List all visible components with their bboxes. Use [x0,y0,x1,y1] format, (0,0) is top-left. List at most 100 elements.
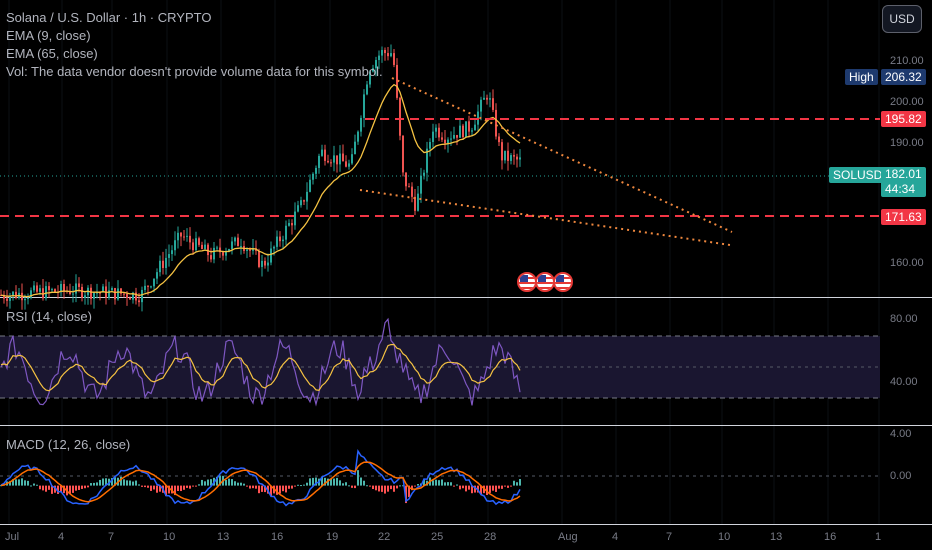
candle-body [360,117,362,132]
macd-hist-bar [111,478,113,486]
macd-hist-bar [291,485,293,489]
candle-body [78,283,80,287]
macd-hist-bar [33,483,35,486]
candle-body [228,249,230,252]
rsi-legend[interactable]: RSI (14, close) [6,309,92,324]
candle-body [69,291,71,295]
macd-hist-bar [471,485,473,494]
candle-body [156,272,158,279]
upper-trendline [391,77,733,233]
macd-hist-bar [144,485,146,488]
candle-body [144,285,146,290]
time-tick: 4 [58,531,65,543]
candle-body [81,286,83,298]
us-flag-icon[interactable] [535,272,555,292]
macd-hist-bar [129,480,131,486]
candle-body [330,162,332,164]
candle-body [438,127,440,138]
candle-body [453,135,455,139]
price-tick: 210.00 [890,55,924,67]
candle-body [120,288,122,294]
candle-body [303,200,305,202]
macd-hist-bar [297,484,299,486]
macd-hist-bar [159,485,161,492]
candle-body [468,121,470,132]
macd-hist-bar [324,477,326,486]
rsi-tick: 40.00 [890,376,918,388]
us-flag-icon[interactable] [553,272,573,292]
macd-hist-bar [363,480,365,486]
ema-fast-legend[interactable]: EMA (9, close) [6,28,91,43]
candle-body [345,161,347,167]
candle-body [141,289,143,303]
macd-hist-bar [42,485,44,491]
candle-body [186,235,188,237]
macd-hist-bar [63,485,65,494]
candle-body [366,84,368,95]
time-tick: 7 [108,531,115,543]
candle-body [51,289,53,291]
time-tick: 10 [718,531,731,543]
candle-body [399,97,401,136]
macd-hist-bar [9,481,11,486]
candle-body [183,236,185,238]
macd-hist-bar [282,485,284,492]
candle-body [63,284,65,291]
time-tick: 4 [612,531,619,543]
macd-hist-bar [240,482,242,486]
symbol-title[interactable]: Solana / U.S. Dollar · 1h · CRYPTO [6,10,212,25]
candle-body [333,155,335,163]
macd-hist-bar [150,485,152,491]
macd-hist-bar [195,485,197,487]
candle-body [42,288,44,299]
macd-hist-bar [204,481,206,486]
us-flag-icon[interactable] [517,272,537,292]
macd-hist-bar [24,480,26,486]
countdown-value: 44:34 [885,182,916,196]
candle-body [252,248,254,251]
time-tick: Jul [5,531,20,543]
macd-hist-bar [294,485,296,487]
candle-body [462,125,464,138]
macd-hist-bar [252,485,254,489]
candle-body [396,64,398,98]
candle-body [369,71,371,85]
candle-body [204,244,206,250]
macd-legend[interactable]: MACD (12, 26, close) [6,437,131,452]
macd-hist-bar [231,479,233,486]
macd-hist-bar [210,479,212,486]
macd-hist-bar [312,477,314,486]
candle-body [465,121,467,138]
macd-hist-bar [246,485,248,487]
candle-body [9,295,11,301]
macd-hist-bar [396,485,398,489]
price-tick: 160.00 [890,257,924,269]
ema-slow-legend[interactable]: EMA (65, close) [6,46,98,61]
candle-body [504,150,506,161]
macd-hist-bar [492,485,494,491]
macd-hist-bar [447,482,449,486]
price-tick: 200.00 [890,96,924,108]
candle-body [387,53,389,57]
candle-body [492,98,494,110]
macd-hist-bar [216,476,218,486]
candle-body [210,255,212,260]
candle-body [96,292,98,294]
high-value-tag: 206.32 [881,69,926,85]
candle-body [489,98,491,100]
macd-hist-bar [258,485,260,494]
macd-hist-bar [495,485,497,492]
macd-hist-bar [387,485,389,492]
candle-body [519,157,521,160]
candle-body [60,284,62,293]
currency-button[interactable]: USD [882,5,922,33]
candle-body [75,283,77,294]
candle-body [168,254,170,258]
candle-body [24,298,26,301]
candle-body [276,236,278,247]
time-tick: 16 [824,531,837,543]
candle-body [300,200,302,206]
candle-body [474,124,476,131]
macd-hist-bar [501,485,503,489]
